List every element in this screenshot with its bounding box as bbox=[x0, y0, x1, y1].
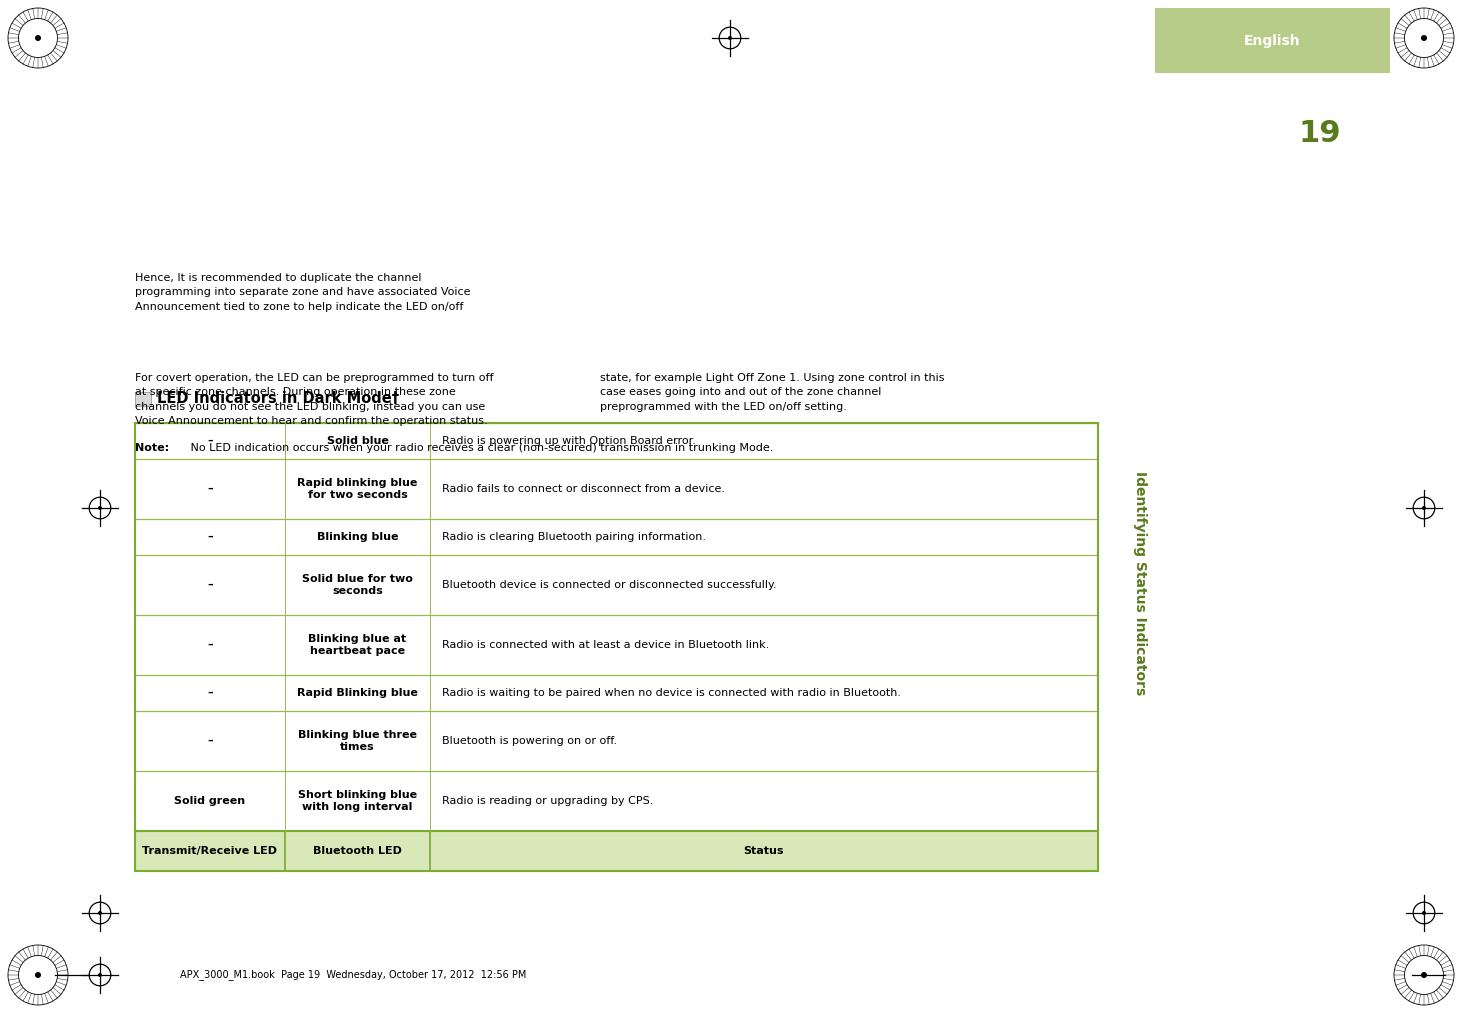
Text: Hence, It is recommended to duplicate the channel
programming into separate zone: Hence, It is recommended to duplicate th… bbox=[135, 272, 471, 312]
Text: Status: Status bbox=[744, 846, 784, 856]
Text: For covert operation, the LED can be preprogrammed to turn off
at specific zone : For covert operation, the LED can be pre… bbox=[135, 373, 494, 426]
Text: Solid blue: Solid blue bbox=[326, 436, 389, 446]
Text: Radio is reading or upgrading by CPS.: Radio is reading or upgrading by CPS. bbox=[442, 796, 654, 806]
Text: Radio is powering up with Option Board error.: Radio is powering up with Option Board e… bbox=[442, 436, 696, 446]
Text: Bluetooth is powering on or off.: Bluetooth is powering on or off. bbox=[442, 736, 617, 746]
Text: –: – bbox=[208, 436, 213, 446]
Text: –: – bbox=[208, 688, 213, 698]
Text: Transmit/Receive LED: Transmit/Receive LED bbox=[142, 846, 278, 856]
Text: Blinking blue three
times: Blinking blue three times bbox=[298, 730, 417, 752]
Text: –: – bbox=[208, 484, 213, 494]
Text: No LED indication occurs when your radio receives a clear (non-secured) transmis: No LED indication occurs when your radio… bbox=[180, 443, 773, 453]
Text: –: – bbox=[208, 532, 213, 542]
Circle shape bbox=[1421, 972, 1427, 978]
Circle shape bbox=[98, 911, 102, 915]
Text: Radio is connected with at least a device in Bluetooth link.: Radio is connected with at least a devic… bbox=[442, 640, 769, 650]
FancyBboxPatch shape bbox=[135, 392, 151, 406]
Text: Identifying Status Indicators: Identifying Status Indicators bbox=[1133, 471, 1148, 695]
Text: –: – bbox=[208, 640, 213, 650]
Text: –: – bbox=[208, 580, 213, 590]
Text: Rapid Blinking blue: Rapid Blinking blue bbox=[297, 688, 418, 698]
Circle shape bbox=[728, 36, 732, 40]
Text: English: English bbox=[1244, 33, 1301, 48]
Text: 19: 19 bbox=[1298, 119, 1341, 148]
Text: Radio is clearing Bluetooth pairing information.: Radio is clearing Bluetooth pairing info… bbox=[442, 532, 706, 542]
Circle shape bbox=[1423, 911, 1425, 915]
Text: Rapid blinking blue
for two seconds: Rapid blinking blue for two seconds bbox=[297, 478, 418, 499]
Text: Solid green: Solid green bbox=[174, 796, 246, 806]
Circle shape bbox=[98, 973, 102, 977]
Text: APX_3000_M1.book  Page 19  Wednesday, October 17, 2012  12:56 PM: APX_3000_M1.book Page 19 Wednesday, Octo… bbox=[180, 969, 526, 981]
FancyBboxPatch shape bbox=[1155, 8, 1390, 73]
Text: Bluetooth LED: Bluetooth LED bbox=[313, 846, 402, 856]
Text: Short blinking blue
with long interval: Short blinking blue with long interval bbox=[298, 790, 417, 811]
Text: LED Indicators in Dark Mode†: LED Indicators in Dark Mode† bbox=[156, 390, 399, 405]
Text: –: – bbox=[208, 736, 213, 746]
Circle shape bbox=[1423, 506, 1425, 510]
FancyBboxPatch shape bbox=[135, 831, 1098, 871]
Circle shape bbox=[1421, 35, 1427, 41]
Circle shape bbox=[35, 35, 41, 41]
Text: Radio is waiting to be paired when no device is connected with radio in Bluetoot: Radio is waiting to be paired when no de… bbox=[442, 688, 901, 698]
Text: Radio fails to connect or disconnect from a device.: Radio fails to connect or disconnect fro… bbox=[442, 484, 725, 494]
Text: state, for example Light Off Zone 1. Using zone control in this
case eases going: state, for example Light Off Zone 1. Usi… bbox=[599, 373, 944, 412]
Circle shape bbox=[35, 972, 41, 978]
Circle shape bbox=[98, 506, 102, 510]
Text: Blinking blue: Blinking blue bbox=[317, 532, 398, 542]
Text: Blinking blue at
heartbeat pace: Blinking blue at heartbeat pace bbox=[308, 634, 406, 655]
Text: Bluetooth device is connected or disconnected successfully.: Bluetooth device is connected or disconn… bbox=[442, 580, 776, 590]
Text: Solid blue for two
seconds: Solid blue for two seconds bbox=[303, 574, 412, 596]
Text: Note:: Note: bbox=[135, 443, 170, 453]
